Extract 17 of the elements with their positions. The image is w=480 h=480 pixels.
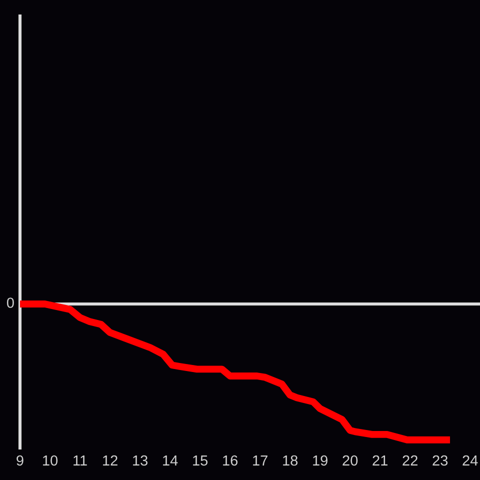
x-tick-label: 11	[74, 455, 87, 466]
x-tick-label: 10	[43, 455, 58, 466]
x-tick-label: 12	[103, 455, 118, 466]
x-tick-label: 24	[462, 455, 478, 466]
x-tick-label: 9	[16, 455, 24, 466]
ref-line-label: 0	[6, 298, 14, 308]
x-tick-label: 23	[432, 455, 448, 466]
x-tick-label: 17	[253, 455, 268, 466]
x-tick-label: 18	[283, 455, 298, 466]
x-tick-label: 13	[133, 455, 148, 466]
x-tick-label: 19	[313, 455, 328, 466]
x-tick-label: 16	[223, 455, 238, 466]
x-tick-label: 15	[193, 455, 208, 466]
x-tick-label: 22	[402, 455, 418, 466]
x-tick-label: 14	[163, 455, 178, 466]
x-tick-label: 20	[342, 455, 358, 466]
x-tick-label: 21	[372, 455, 388, 466]
